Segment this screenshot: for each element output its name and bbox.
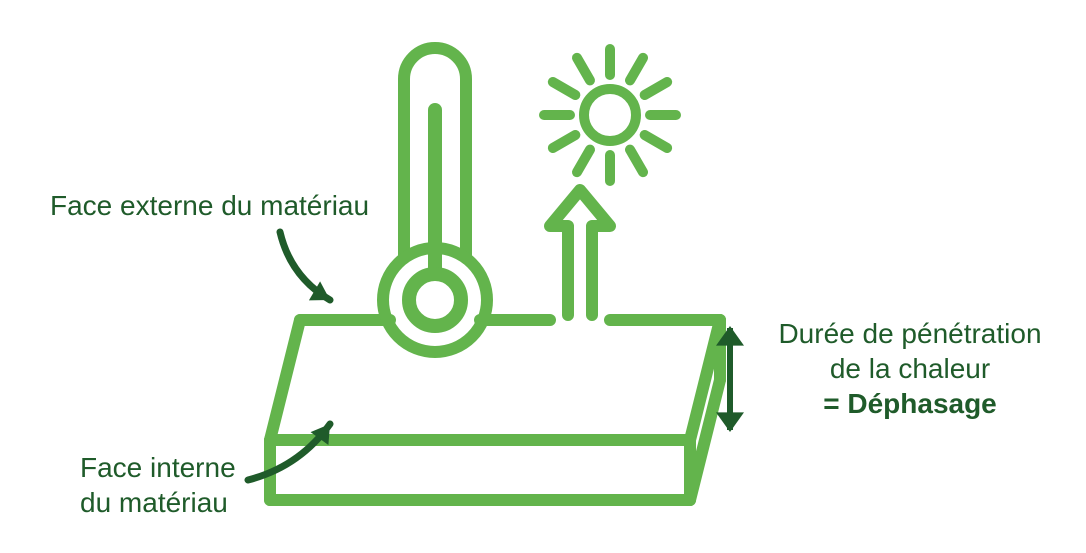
pointer-externe-arrow (280, 232, 330, 300)
label-face-externe: Face externe du matériau (50, 188, 369, 223)
pointer-interne-arrow (248, 424, 330, 480)
label-face-interne: Face internedu matériau (80, 450, 236, 520)
label-dephasage: Durée de pénétrationde la chaleur= Dépha… (760, 316, 1060, 421)
